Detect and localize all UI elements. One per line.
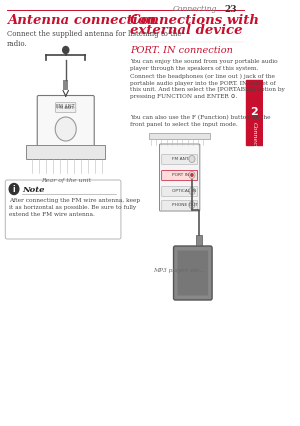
Bar xyxy=(196,235,202,245)
FancyBboxPatch shape xyxy=(37,95,94,147)
Text: You can also use the F (Function) button on the
front panel to select the input : You can also use the F (Function) button… xyxy=(130,115,270,127)
Text: Connecting: Connecting xyxy=(252,122,257,158)
Text: Note: Note xyxy=(22,186,44,194)
Circle shape xyxy=(190,173,194,177)
Text: external device: external device xyxy=(130,24,242,37)
Text: PORT. IN connection: PORT. IN connection xyxy=(130,46,232,55)
Text: Connect the headphones (or line out ) jack of the
portable audio player into the: Connect the headphones (or line out ) ja… xyxy=(130,74,285,99)
Text: Antenna connection: Antenna connection xyxy=(7,14,156,27)
Bar xyxy=(149,133,210,139)
Text: FM ANT.: FM ANT. xyxy=(57,106,74,110)
FancyBboxPatch shape xyxy=(162,201,198,210)
FancyBboxPatch shape xyxy=(173,246,212,300)
Text: 23: 23 xyxy=(224,5,237,14)
Text: Connecting: Connecting xyxy=(173,5,218,13)
FancyBboxPatch shape xyxy=(162,155,198,164)
Circle shape xyxy=(189,201,195,208)
FancyBboxPatch shape xyxy=(56,103,76,112)
Bar xyxy=(246,80,263,145)
Text: FM ANT.: FM ANT. xyxy=(172,157,189,161)
Circle shape xyxy=(9,184,19,195)
Text: i: i xyxy=(13,184,15,193)
FancyBboxPatch shape xyxy=(160,144,200,211)
Text: 2: 2 xyxy=(250,107,258,117)
Text: Connections with: Connections with xyxy=(130,14,259,27)
Text: FM ANT.: FM ANT. xyxy=(56,104,76,109)
FancyBboxPatch shape xyxy=(162,187,198,196)
FancyBboxPatch shape xyxy=(178,250,208,296)
Circle shape xyxy=(63,46,69,54)
Circle shape xyxy=(189,187,195,195)
Text: PHONE OUT: PHONE OUT xyxy=(172,203,197,207)
Text: MP3 player, etc...: MP3 player, etc... xyxy=(153,268,206,273)
Text: OPTICAL IN: OPTICAL IN xyxy=(172,189,196,193)
Text: PORT IN: PORT IN xyxy=(172,173,189,177)
Bar xyxy=(26,145,105,159)
Text: Connect the supplied antenna for listening to the
radio.: Connect the supplied antenna for listeni… xyxy=(7,30,182,49)
Text: Rear of the unit: Rear of the unit xyxy=(41,178,91,183)
Bar xyxy=(63,80,68,90)
Bar xyxy=(197,245,201,249)
Circle shape xyxy=(189,172,195,178)
Circle shape xyxy=(189,155,195,162)
FancyBboxPatch shape xyxy=(5,180,121,239)
Circle shape xyxy=(55,117,76,141)
Text: After connecting the FM wire antenna, keep
it as horizontal as possible. Be sure: After connecting the FM wire antenna, ke… xyxy=(9,198,140,217)
Text: You can enjoy the sound from your portable audio
player through the speakers of : You can enjoy the sound from your portab… xyxy=(130,59,277,71)
FancyBboxPatch shape xyxy=(162,170,198,181)
